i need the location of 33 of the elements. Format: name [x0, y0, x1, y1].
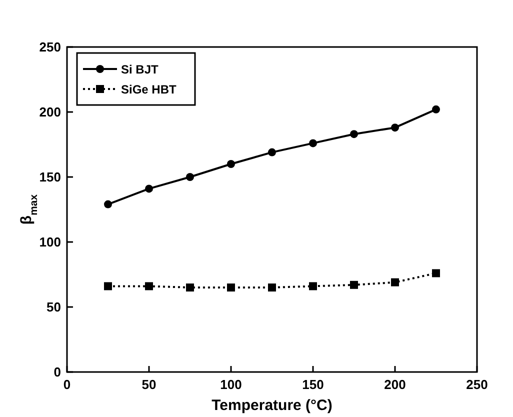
point [309, 282, 317, 290]
point [432, 105, 440, 114]
point [186, 284, 194, 292]
point [350, 130, 358, 138]
x-axis-title: Temperature (°C) [212, 397, 332, 414]
y-tick-label: 100 [39, 234, 61, 250]
y-tick-label: 250 [39, 40, 61, 54]
x-tick-label: 0 [63, 377, 71, 392]
point [145, 184, 153, 193]
point [104, 282, 112, 290]
point [227, 160, 235, 168]
point [145, 282, 153, 290]
legend-label: SiGe HBT [121, 82, 178, 96]
point [186, 173, 194, 181]
point [391, 124, 399, 132]
y-tick-label: 0 [54, 364, 61, 380]
y-tick-label: 150 [39, 170, 61, 184]
point [350, 280, 358, 289]
point [104, 200, 112, 208]
x-tick-label: 50 [142, 377, 156, 392]
x-tick-label: 150 [302, 377, 324, 392]
y-tick-label: 200 [39, 104, 61, 120]
point [391, 278, 399, 286]
x-tick-label: 200 [384, 377, 406, 392]
y-tick-label: 50 [46, 300, 61, 314]
point [227, 284, 235, 292]
point [309, 139, 317, 148]
point [268, 148, 276, 156]
legend-label: Si BJT [121, 62, 160, 76]
x-tick-label: 250 [466, 377, 488, 392]
point [432, 269, 440, 278]
point [268, 284, 276, 292]
x-tick-label: 100 [220, 377, 242, 392]
